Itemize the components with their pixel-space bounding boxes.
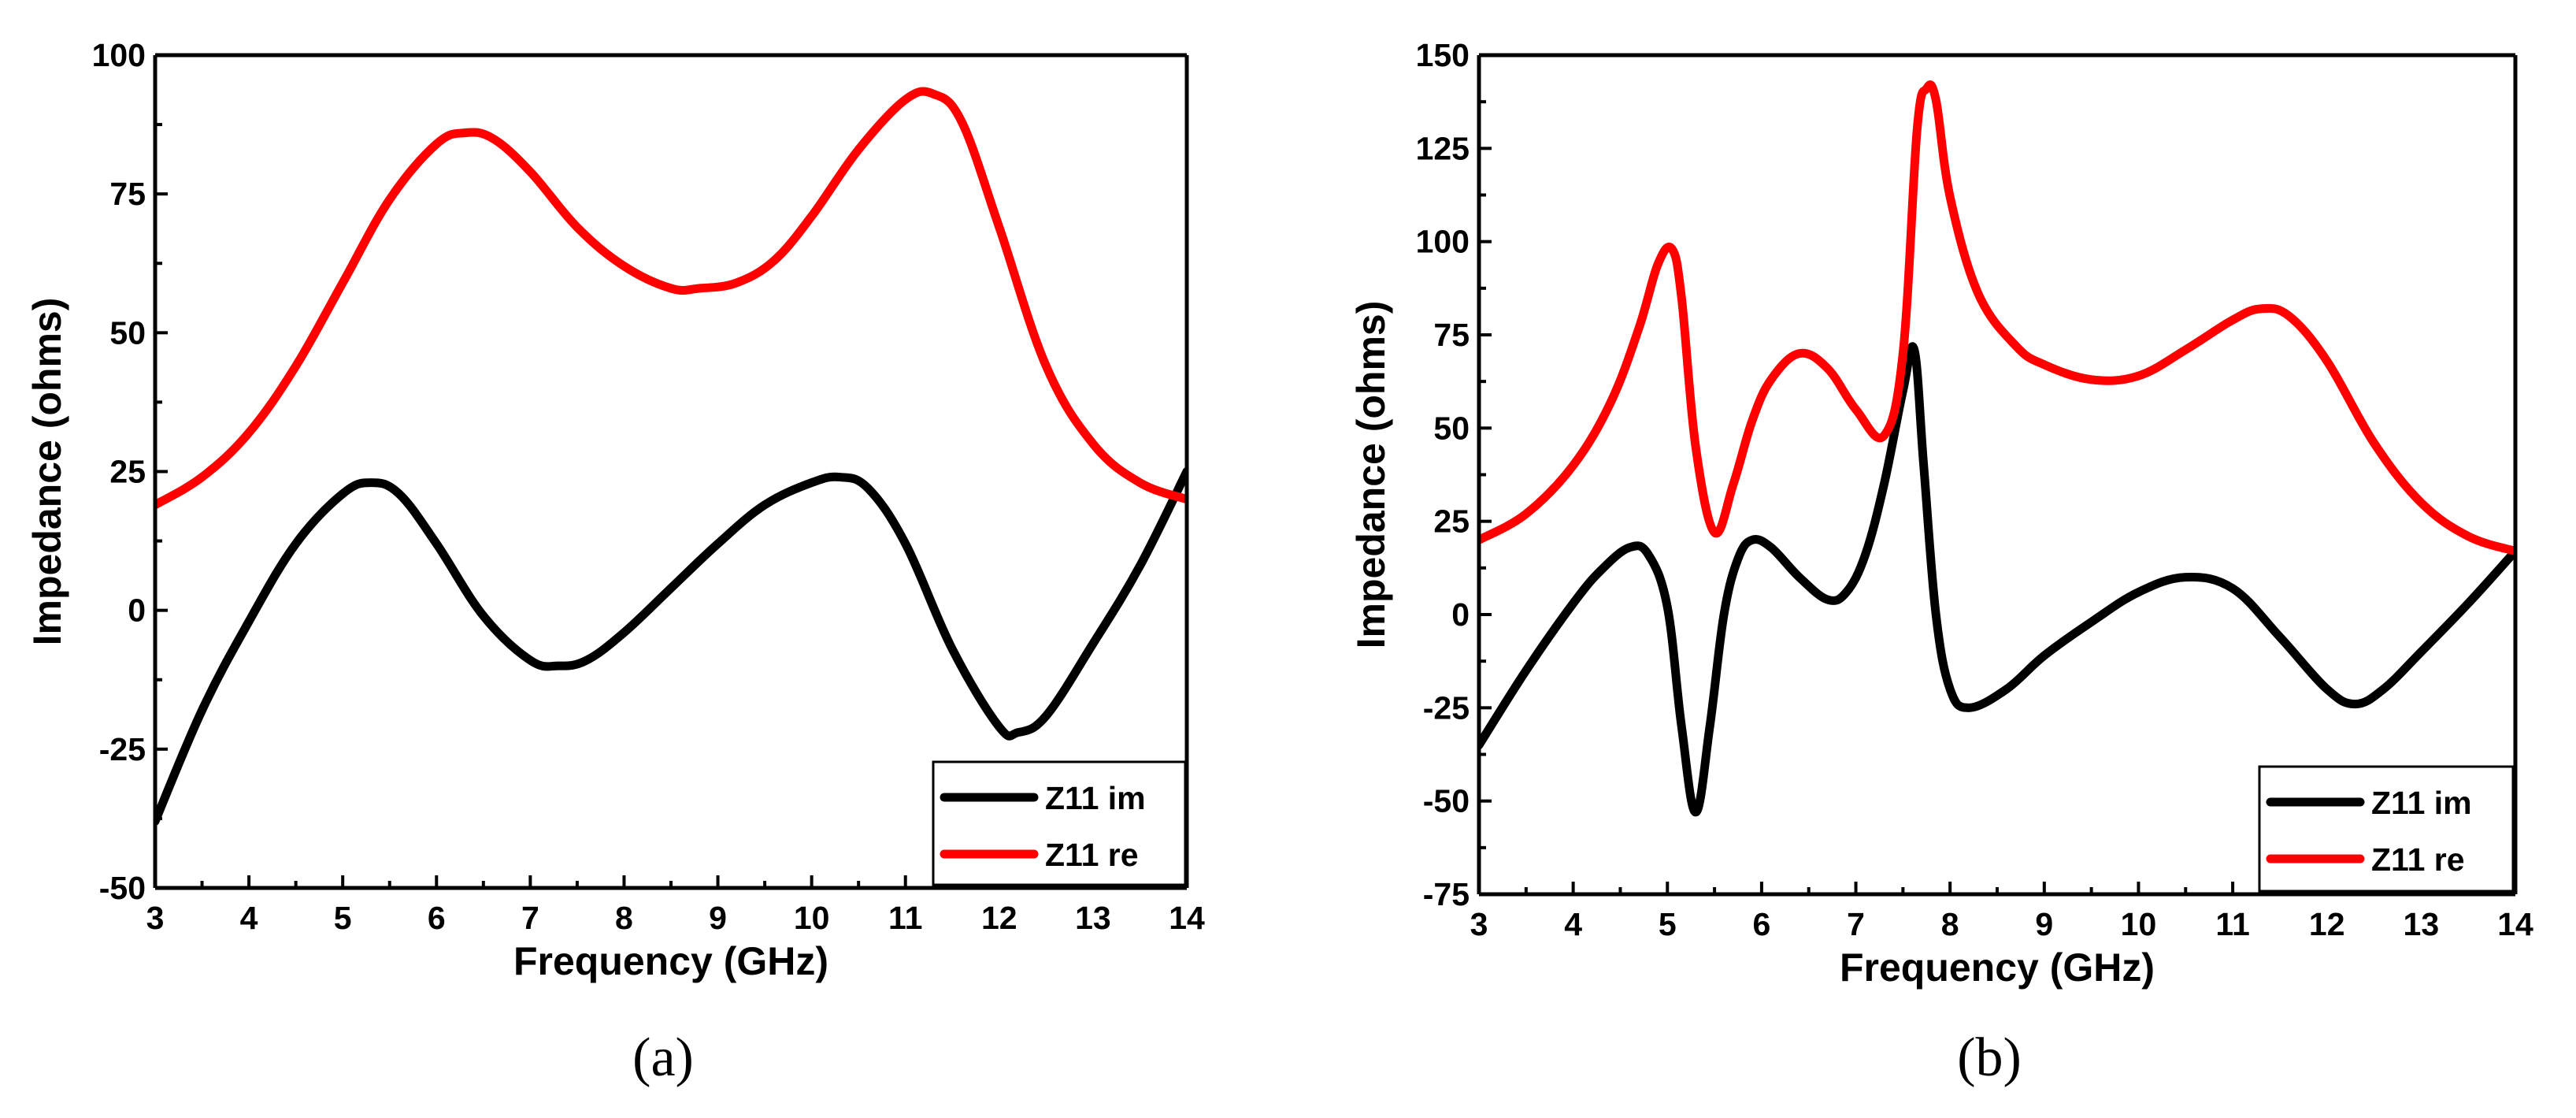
- y-axis-title: Impedance (ohms): [1349, 301, 1393, 649]
- y-tick-label: 75: [1433, 317, 1470, 353]
- x-tick-label: 12: [981, 900, 1017, 936]
- y-tick-label: 100: [92, 37, 146, 73]
- chart-panel-b: 3 4 5 6 7 8 9 10 11 12 13 14 -75 -50 -25 0 25 50 75 100 125 1…: [1349, 37, 2533, 1088]
- y-tick-label: -50: [99, 870, 146, 906]
- y-tick-label: 75: [109, 176, 146, 212]
- y-tick-label: 100: [1416, 224, 1470, 260]
- x-tick-label: 11: [2215, 906, 2249, 942]
- y-tick-label: 50: [1433, 410, 1470, 446]
- x-tick-label: 8: [615, 900, 633, 936]
- x-axis-title: Frequency (GHz): [513, 939, 828, 983]
- legend-label-re: Z11 re: [1045, 837, 1139, 873]
- x-tick-label: 10: [794, 900, 830, 936]
- x-tick-label: 3: [1470, 906, 1488, 942]
- y-tick-label: -50: [1423, 783, 1470, 819]
- series-line-re: [1479, 80, 2515, 556]
- series-group: [1479, 80, 2515, 817]
- y-axis-title: Impedance (ohms): [25, 298, 69, 646]
- series-line-re: [155, 87, 1187, 510]
- y-tick-label: -75: [1423, 876, 1470, 912]
- y-tick-label: -25: [1423, 689, 1470, 726]
- y-tick-label: 150: [1416, 37, 1470, 73]
- x-tick-label: 12: [2309, 906, 2345, 942]
- x-tick-label: 6: [1753, 906, 1771, 942]
- x-tick-label: 4: [240, 900, 258, 936]
- x-tick-label: 9: [2035, 906, 2053, 942]
- panel-label: (b): [1957, 1027, 2022, 1088]
- y-tick-label: 25: [1433, 503, 1470, 540]
- x-tick-label: 6: [428, 900, 446, 936]
- legend-label-im: Z11 im: [2371, 785, 2472, 821]
- legend: Z11 im Z11 re: [2258, 765, 2515, 893]
- x-tick-label: 10: [2121, 906, 2157, 942]
- chart-panel-a: 3 4 5 6 7 8 9 10 11 12 13 14 -50 -25 0 25 50 75 100 Frequen…: [25, 37, 1205, 1088]
- series-line-im: [155, 467, 1187, 826]
- panel-label: (a): [632, 1027, 694, 1088]
- x-tick-label: 14: [2497, 906, 2533, 942]
- legend-label-im: Z11 im: [1045, 780, 1146, 816]
- series-group: [155, 87, 1187, 826]
- x-axis-title: Frequency (GHz): [1840, 945, 2155, 990]
- x-tick-label: 3: [146, 900, 165, 936]
- y-tick-label: 125: [1416, 130, 1470, 166]
- legend: Z11 im Z11 re: [932, 760, 1187, 886]
- x-tick-label: 7: [1847, 906, 1865, 942]
- x-tick-label: 11: [888, 900, 922, 936]
- legend-label-re: Z11 re: [2371, 841, 2465, 878]
- legend-box: [2258, 765, 2515, 893]
- x-tick-label: 5: [334, 900, 352, 936]
- y-tick-label: 50: [109, 314, 146, 351]
- x-tick-label: 8: [1941, 906, 1959, 942]
- x-tick-label: 9: [709, 900, 727, 936]
- x-tick-label: 5: [1659, 906, 1677, 942]
- x-tick-label: 4: [1564, 906, 1582, 942]
- series-line-im: [1479, 342, 2515, 817]
- legend-box: [932, 760, 1187, 886]
- y-tick-label: 25: [109, 454, 146, 490]
- x-tick-label: 13: [1075, 900, 1111, 936]
- y-tick-label: 0: [1451, 596, 1470, 633]
- x-tick-label: 14: [1169, 900, 1205, 936]
- y-tick-label: -25: [99, 731, 146, 767]
- y-tick-label: 0: [128, 592, 146, 629]
- x-tick-label: 13: [2404, 906, 2440, 942]
- x-tick-label: 7: [521, 900, 539, 936]
